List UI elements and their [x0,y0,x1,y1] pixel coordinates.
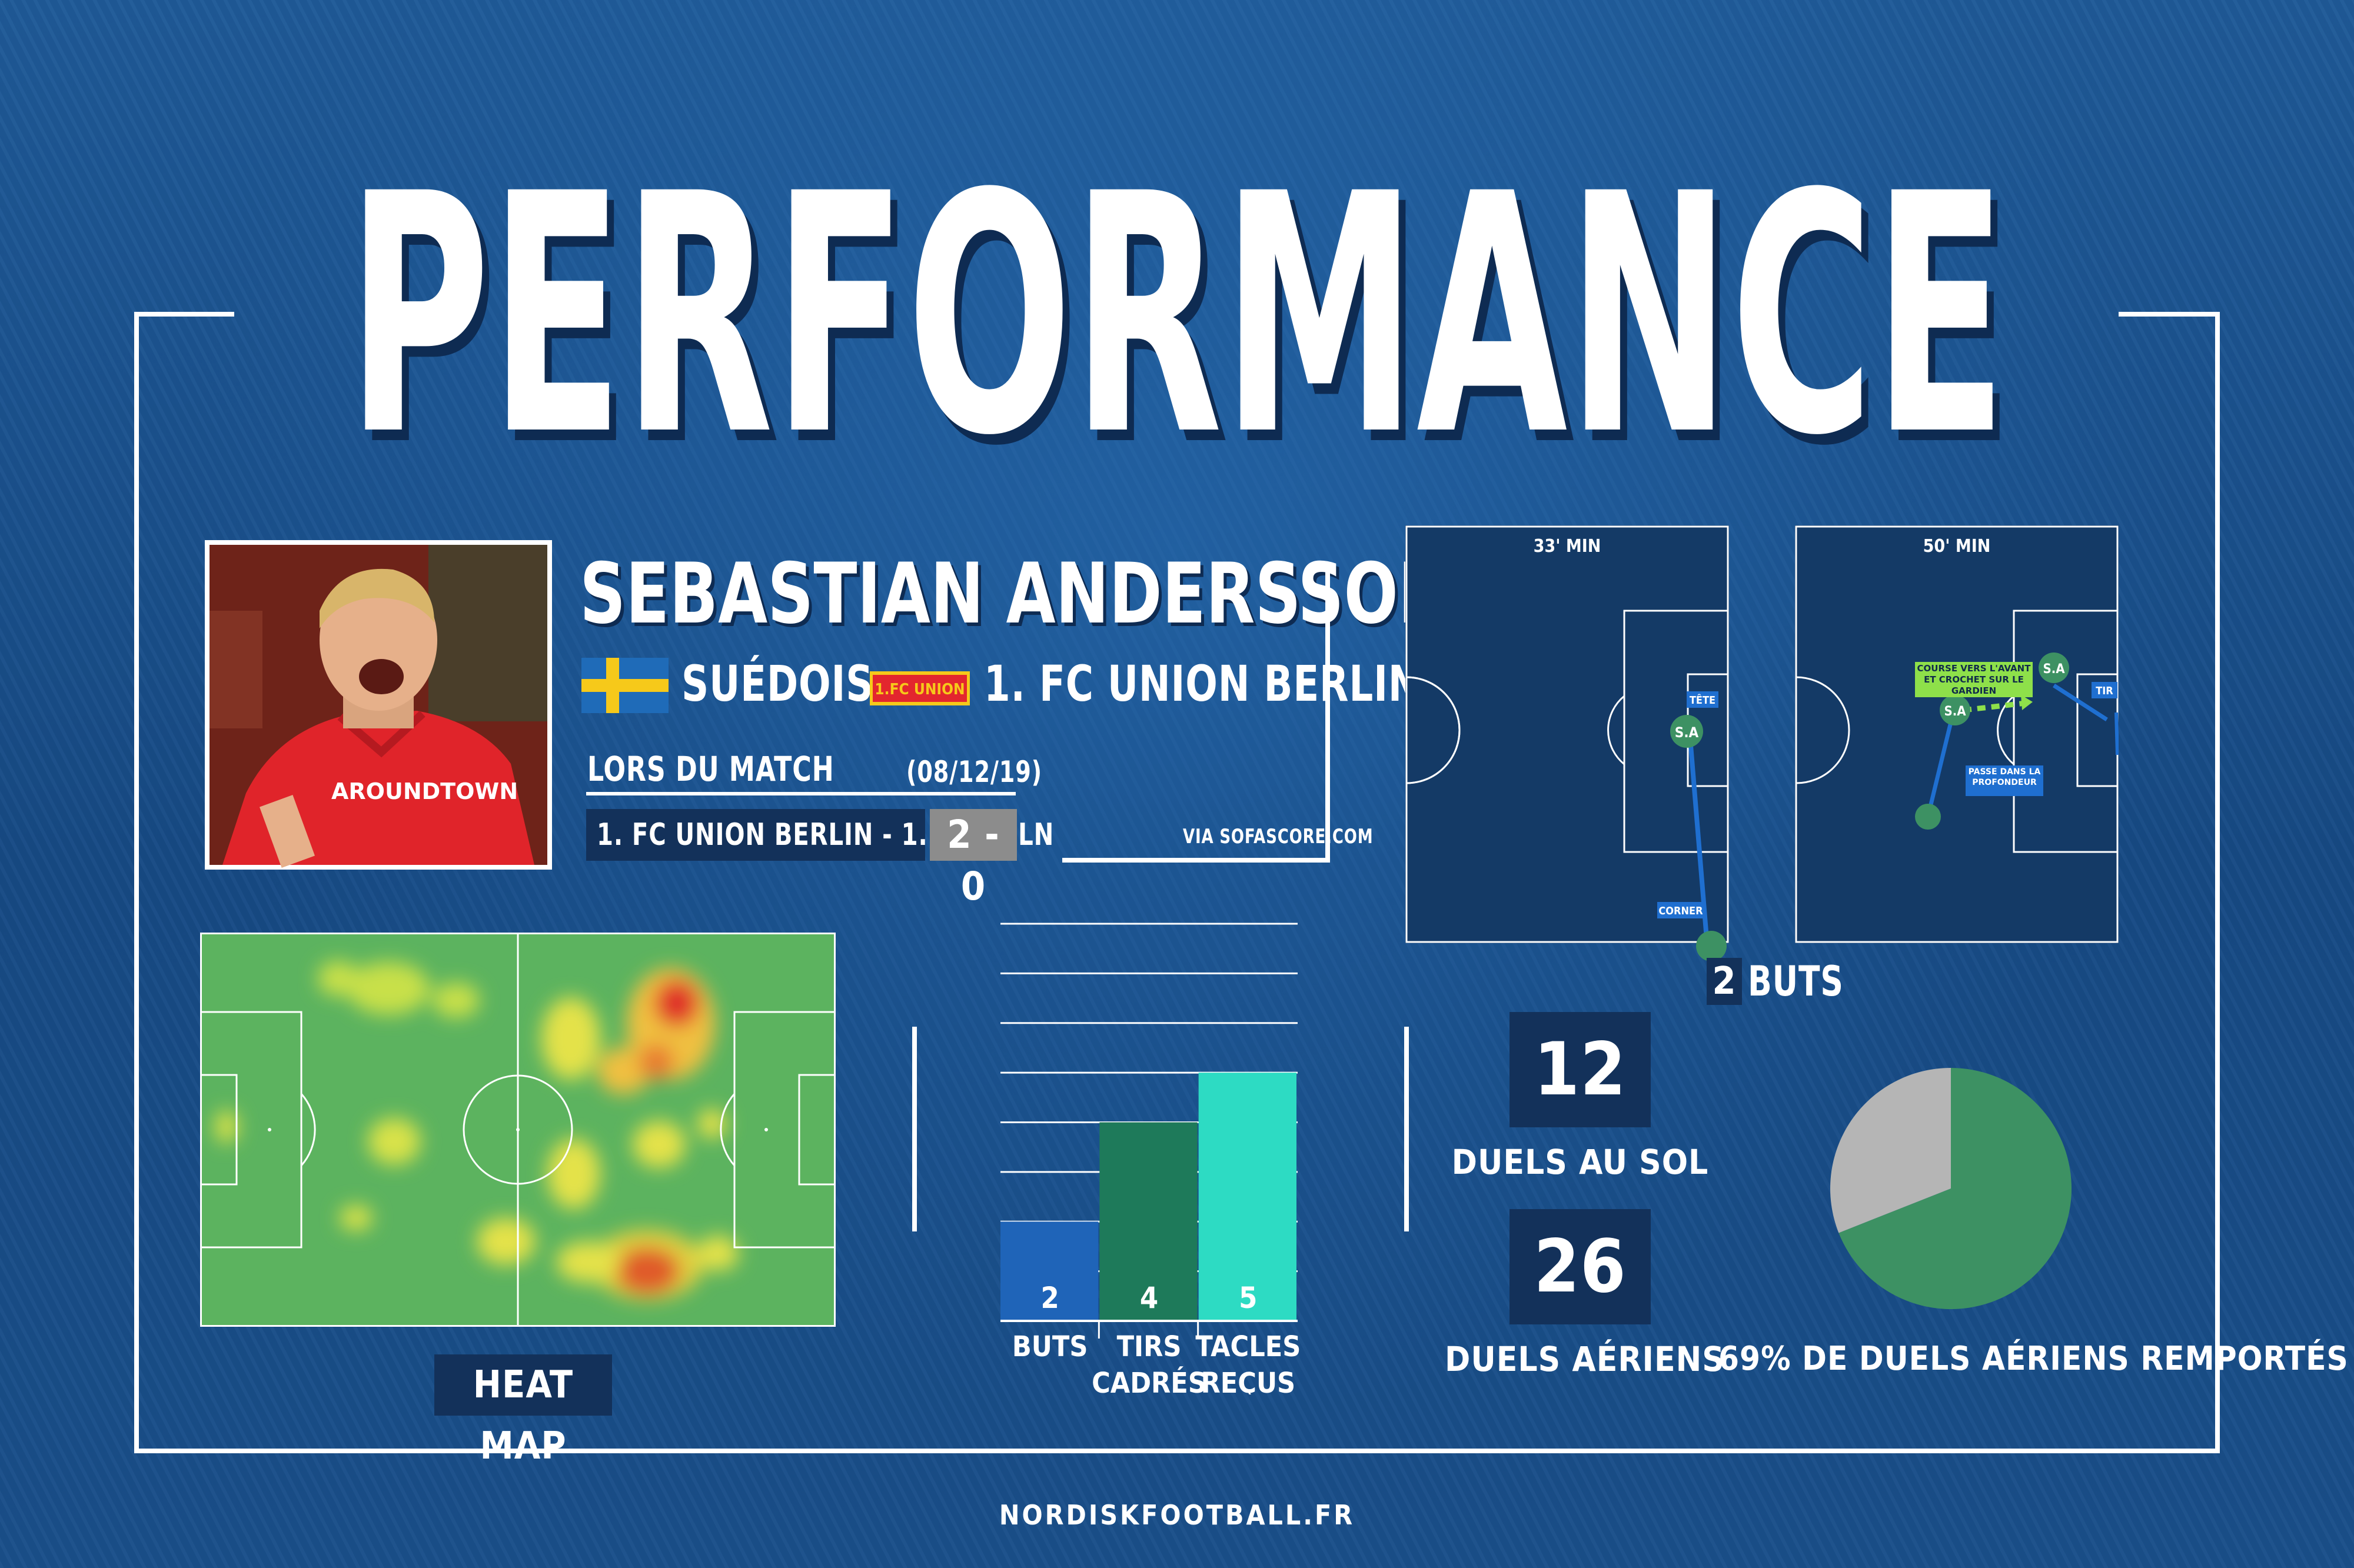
score-badge: 2 - 0 [930,809,1017,909]
source-label: VIA SOFASCORE.COM [1183,825,1374,848]
pitch2-pass-label: PASSE DANS LA PROFONDEUR [1968,767,2041,787]
frame-right [2215,312,2220,1453]
bar-category-label: BUTS [1012,1330,1088,1363]
frame-left [134,312,139,1453]
name-bracket-horizontal [1062,858,1330,863]
bar-chart: 2 BUTS 4 TIRS CADRÉS 5 TACLES REÇUS [1000,923,1301,1394]
club-badge-text: 1.FC UNION [875,681,965,698]
player-photo: AROUNDTOWN [205,540,552,870]
pie-caption: 69% DE DUELS AÉRIENS REMPORTÉS [1718,1340,2349,1378]
pitch1-minute: 33' MIN [1534,536,1601,557]
match-date: (08/12/19) [906,755,1043,789]
bar-value-label: 2 [1041,1281,1059,1315]
frame-top-right [2119,312,2220,317]
match-section-label: LORS DU MATCH [587,749,834,789]
page-title: PERFORMANCE PERFORMANCE [347,124,2014,482]
bar-1 [1000,1221,1099,1321]
club-badge-icon: 1.FC UNION [870,671,970,705]
pitch1-head-label: TÊTE [1690,694,1715,707]
name-bracket-vertical [1325,562,1330,862]
pitch2-run-label: COURSE VERS L'AVANT ET CROCHET SUR LE GA… [1917,663,2031,696]
bar-category-label: REÇUS [1201,1367,1296,1394]
bar-category-label: CADRÉS [1092,1366,1206,1394]
ground-duels-value: 12 [1510,1012,1651,1127]
club-name: 1. FC UNION BERLIN [984,655,1421,713]
separator-left [912,1027,917,1231]
bar-category-label: TACLES [1195,1330,1301,1363]
bar-category-label: TIRS [1117,1330,1182,1363]
bar-2 [1099,1122,1198,1321]
pitch2-player-tag-a: S.A [1944,704,1966,719]
bar-3 [1198,1073,1296,1321]
pie-slice-2 [1830,1068,1951,1233]
goal-map-50min: 50' MIN S.A S.A COURSE VERS L'AVANT ET C… [1795,525,2119,943]
pitch2-shot-label: TIR [2096,685,2113,697]
svg-text:PERFORMANCE: PERFORMANCE [354,135,2014,482]
pie-slice-1 [1838,1068,2072,1309]
pie-chart [1830,1068,2072,1309]
match-underline [586,792,1016,795]
goal-map-33min: 33' MIN S.A TÊTE CORNER [1405,525,1729,943]
heat-map-label: HEAT MAP [434,1354,612,1468]
goals-count: 2 [1707,958,1742,1005]
pitch2-minute: 50' MIN [1923,536,1991,557]
goals-label: BUTS [1748,957,1844,1006]
frame-top-left [134,312,234,317]
separator-right [1404,1027,1409,1231]
heat-map [200,933,836,1327]
fixture-box [586,809,925,861]
pitch1-corner-label: CORNER [1658,905,1703,917]
frame-bottom [134,1449,2220,1453]
svg-text:AROUNDTOWN: AROUNDTOWN [331,778,518,804]
aerial-duels-value: 26 [1510,1209,1651,1324]
aerial-duels-label: DUELS AÉRIENS [1445,1339,1725,1379]
nationality: SUÉDOIS [681,655,874,713]
pitch2-player-tag-b: S.A [2043,662,2065,677]
player-name: SEBASTIAN ANDERSSON [580,545,1452,642]
bar-value-label: 4 [1140,1281,1158,1315]
ground-duels-label: DUELS AU SOL [1451,1142,1709,1182]
corner-ball-icon [1696,931,1727,961]
title-text: PERFORMANCE [347,124,2007,482]
footer-site: NORDISKFOOTBALL.FR [999,1499,1355,1531]
pitch1-player-tag: S.A [1675,724,1699,741]
bar-value-label: 5 [1239,1281,1257,1315]
sweden-flag-icon [581,658,669,713]
